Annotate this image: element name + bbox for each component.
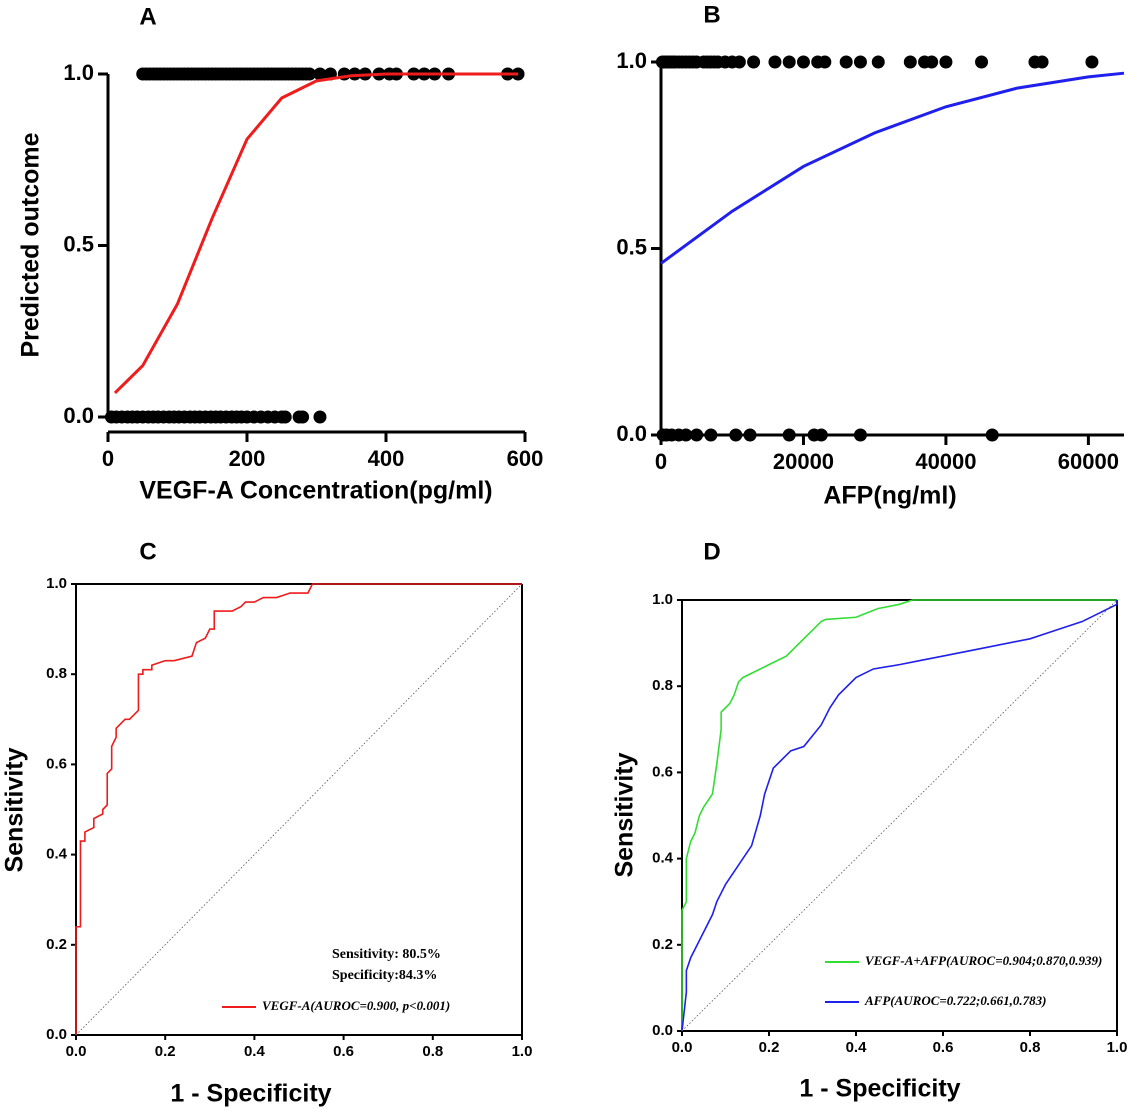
data-point (839, 55, 853, 69)
panel-title: C (139, 538, 156, 565)
data-point (985, 428, 999, 442)
data-point (1085, 55, 1099, 69)
x-axis-label: 1 - Specificity (170, 1080, 331, 1108)
x-tick-label: 400 (368, 446, 405, 471)
x-tick-label: 600 (507, 446, 544, 471)
y-tick-label: 0.5 (63, 231, 94, 256)
y-tick-label: 0.6 (46, 755, 67, 772)
y-tick-label: 0.8 (46, 665, 67, 682)
data-point (871, 55, 885, 69)
panel-title: B (703, 1, 720, 28)
data-point (925, 55, 939, 69)
y-tick-label: 0.2 (46, 936, 67, 953)
x-tick-label: 20000 (773, 449, 834, 474)
data-point (679, 428, 693, 442)
x-axis-label: AFP(ng/ml) (823, 482, 956, 510)
x-tick-label: 0 (102, 446, 114, 471)
panel-title: A (139, 3, 156, 30)
data-point (313, 410, 327, 424)
data-point (782, 55, 796, 69)
y-tick-label: 0.4 (46, 846, 68, 863)
data-point (768, 55, 782, 69)
y-tick-label: 0.6 (652, 763, 673, 780)
x-tick-label: 0.2 (155, 1043, 176, 1060)
reference-line (681, 599, 1118, 1032)
x-tick-label: 1.0 (512, 1043, 533, 1060)
data-point (732, 55, 746, 69)
annotation: Specificity:84.3% (332, 968, 437, 983)
y-axis-label: Sensitivity (1, 747, 29, 872)
data-point (782, 428, 796, 442)
data-point (743, 428, 757, 442)
data-point (747, 55, 761, 69)
x-tick-label: 200 (229, 446, 266, 471)
data-point (303, 67, 317, 81)
y-tick-label: 0.0 (63, 403, 94, 428)
annotation: Sensitivity: 80.5% (332, 947, 441, 962)
x-tick-label: 0.0 (66, 1043, 87, 1060)
x-tick-label: 0.8 (1020, 1039, 1041, 1056)
y-tick-label: 1.0 (63, 60, 94, 85)
reference-line (75, 583, 523, 1036)
curve (681, 599, 1117, 1031)
data-point (1035, 55, 1049, 69)
x-tick-label: 0.4 (846, 1039, 868, 1056)
data-point (796, 55, 810, 69)
data-point (313, 67, 327, 81)
y-tick-label: 0.4 (652, 850, 674, 867)
data-point (690, 428, 704, 442)
legend-label: VEGF-A+AFP(AUROC=0.904;0.870,0.939) (865, 953, 1102, 968)
curve (660, 71, 1125, 265)
curve (75, 583, 522, 1035)
y-tick-label: 0.2 (652, 936, 673, 953)
x-tick-label: 60000 (1058, 449, 1119, 474)
legend-label: VEGF-A(AUROC=0.900, p<0.001) (262, 998, 450, 1013)
curve (113, 72, 519, 395)
data-point (818, 55, 832, 69)
data-point (853, 428, 867, 442)
y-tick-label: 0.8 (652, 677, 673, 694)
x-axis-label: VEGF-A Concentration(pg/ml) (139, 477, 492, 505)
x-tick-label: 40000 (915, 449, 976, 474)
legend-label: AFP(AUROC=0.722;0.661,0.783) (864, 993, 1046, 1008)
x-tick-label: 0.0 (672, 1039, 693, 1056)
y-tick-label: 1.0 (652, 591, 673, 608)
data-point (704, 428, 718, 442)
y-tick-label: 0.0 (616, 421, 647, 446)
y-tick-label: 1.0 (616, 48, 647, 73)
y-axis-label: Predicted outcome (17, 132, 45, 357)
data-point (296, 410, 310, 424)
x-tick-label: 1.0 (1107, 1039, 1128, 1056)
y-tick-label: 0.0 (652, 1022, 673, 1039)
x-tick-label: 0.8 (422, 1043, 443, 1060)
panel-title: D (703, 538, 720, 565)
y-tick-label: 1.0 (46, 575, 67, 592)
data-point (729, 428, 743, 442)
y-tick-label: 0.0 (46, 1026, 67, 1043)
x-tick-label: 0.6 (933, 1039, 954, 1056)
y-tick-label: 0.5 (616, 234, 647, 259)
data-point (903, 55, 917, 69)
data-point (975, 55, 989, 69)
x-axis-label: 1 - Specificity (799, 1075, 960, 1103)
curve (681, 600, 1118, 1032)
y-axis-label: Sensitivity (611, 752, 639, 877)
x-tick-label: 0.4 (244, 1043, 266, 1060)
data-point (814, 428, 828, 442)
x-tick-label: 0 (655, 449, 667, 474)
data-point (939, 55, 953, 69)
data-point (853, 55, 867, 69)
data-point (348, 67, 362, 81)
data-point (278, 410, 292, 424)
x-tick-label: 0.6 (333, 1043, 354, 1060)
x-tick-label: 0.2 (759, 1039, 780, 1056)
